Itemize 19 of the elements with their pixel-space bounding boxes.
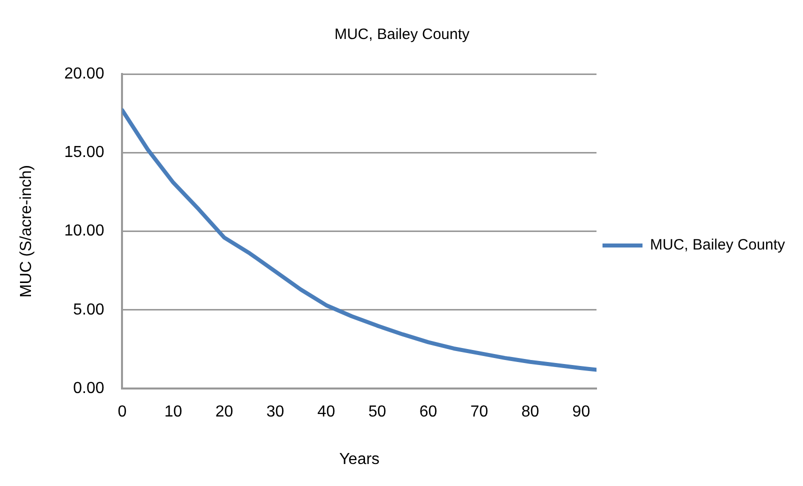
chart-title: MUC, Bailey County: [334, 26, 470, 44]
y-tick-label: 5.00: [73, 301, 104, 318]
x-tick-label: 70: [470, 404, 488, 421]
x-tick-label: 50: [368, 404, 386, 421]
y-tick-label: 0.00: [73, 380, 104, 398]
y-tick-label: 20.00: [64, 65, 104, 82]
legend-label: MUC, Bailey County: [650, 236, 786, 254]
x-tick-label: 30: [266, 404, 284, 421]
x-tick-label: 20: [215, 404, 234, 421]
x-tick-label: 60: [419, 404, 438, 421]
y-tick-label: 10.00: [64, 222, 104, 240]
x-tick-label: 0: [118, 404, 127, 421]
x-tick-label: 90: [572, 404, 590, 421]
x-tick-label: 40: [317, 404, 336, 421]
x-tick-label: 80: [521, 404, 540, 421]
y-axis-title: MUC (S/acre-inch): [18, 165, 36, 298]
x-tick-label: 10: [164, 404, 182, 421]
x-axis-title: Years: [339, 450, 380, 468]
y-tick-label: 15.00: [64, 144, 104, 162]
